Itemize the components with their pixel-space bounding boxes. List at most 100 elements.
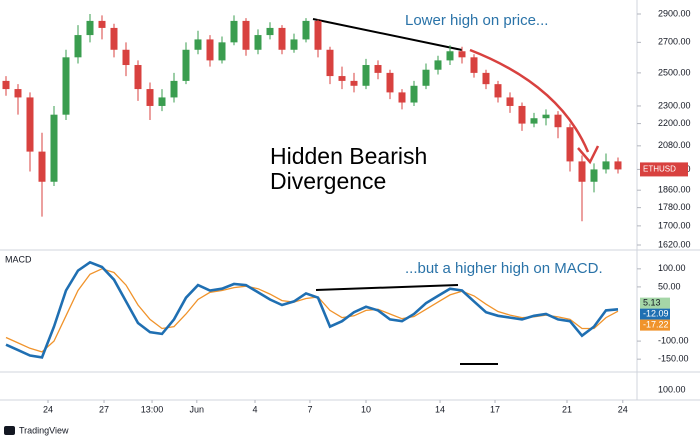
arrow	[469, 48, 590, 153]
y-tick-label: 100.00	[658, 384, 686, 394]
value-tag	[640, 319, 670, 331]
value-tag-label: -12.09	[643, 308, 669, 318]
candle-body	[518, 105, 526, 124]
candle-body	[26, 97, 34, 152]
candle-body	[194, 39, 202, 50]
candle-body	[302, 20, 310, 40]
candle-body	[14, 89, 22, 98]
y-tick-label: 1860.00	[658, 185, 691, 195]
x-tick-label: 17	[490, 404, 500, 414]
price-tag	[640, 162, 688, 177]
x-tick-label: 24	[43, 404, 53, 414]
candle-body	[374, 65, 382, 73]
x-tick-label: Jun	[190, 404, 205, 414]
candle-body	[530, 118, 538, 124]
y-tick-label: 2200.00	[658, 118, 691, 128]
candle-body	[38, 151, 46, 182]
candle-body	[590, 169, 598, 182]
macd-line	[5, 268, 619, 353]
candle-body	[146, 89, 154, 106]
y-tick-label: 50.00	[658, 281, 681, 291]
candle-body	[74, 35, 82, 58]
candle-body	[578, 161, 586, 182]
candle-body	[446, 51, 454, 61]
candle-body	[62, 57, 70, 115]
panel-title: MACD	[5, 254, 32, 264]
y-tick-label: 2900.00	[658, 8, 691, 18]
candle-body	[410, 85, 418, 103]
candle-body	[470, 57, 478, 73]
arrow-head	[577, 145, 600, 165]
y-tick-label: 2500.00	[658, 67, 691, 77]
x-tick-label: 4	[252, 404, 257, 414]
y-tick-label: 1700.00	[658, 220, 691, 230]
annotation: Lower high on price...	[405, 12, 548, 29]
candle-body	[50, 114, 58, 182]
x-tick-label: 14	[435, 404, 445, 414]
candle-body	[542, 114, 550, 119]
candle-body	[494, 84, 502, 98]
candle-body	[98, 20, 106, 28]
candle-body	[554, 114, 562, 128]
candle-body	[482, 72, 490, 85]
logo	[4, 426, 15, 435]
x-tick-label: 24	[618, 404, 628, 414]
candle-body	[230, 20, 238, 43]
candle-body	[602, 161, 610, 170]
annotation: ...but a higher high on MACD.	[405, 260, 603, 277]
y-tick-label: 2300.00	[658, 100, 691, 110]
x-tick-label: 21	[562, 404, 572, 414]
candle-body	[614, 161, 622, 170]
y-tick-label: -150.00	[658, 354, 689, 364]
candle-body	[278, 27, 286, 50]
candle-body	[242, 20, 250, 50]
candle-body	[266, 27, 274, 36]
candle-body	[158, 97, 166, 106]
candle-body	[506, 97, 514, 106]
candle-body	[422, 69, 430, 86]
y-tick-label: -100.00	[658, 335, 689, 345]
candle-body	[350, 80, 358, 86]
candle-body	[86, 20, 94, 36]
annotation: Hidden Bearish	[270, 143, 427, 169]
candle-body	[218, 42, 226, 61]
value-tag-label: -17.22	[643, 319, 669, 329]
y-tick-label: 100.00	[658, 263, 686, 273]
candle-body	[2, 80, 10, 90]
candle-body	[122, 49, 130, 66]
candle-body	[134, 65, 142, 90]
candle-body	[326, 49, 334, 77]
x-tick-label: 10	[361, 404, 371, 414]
candle-body	[566, 127, 574, 162]
macd-line	[5, 260, 619, 359]
x-tick-label: 7	[307, 404, 312, 414]
value-tag	[640, 308, 670, 320]
y-tick-label: 2080.00	[658, 140, 691, 150]
candle-body	[110, 27, 118, 50]
candle-body	[254, 35, 262, 50]
candle-body	[290, 39, 298, 50]
annotation: Divergence	[270, 168, 386, 194]
candle-body	[434, 60, 442, 70]
candle-body	[386, 72, 394, 93]
y-tick-label: 1620.00	[658, 239, 691, 249]
divergence-line	[315, 284, 459, 291]
candle-body	[398, 92, 406, 103]
candle-body	[338, 76, 346, 81]
candle-body	[206, 39, 214, 61]
divergence-line	[312, 18, 463, 51]
candle-body	[182, 49, 190, 81]
value-tag	[640, 297, 670, 309]
x-tick-label: 13:00	[141, 404, 164, 414]
brand: TradingView	[19, 425, 69, 435]
value-tag-label: 5.13	[643, 297, 661, 307]
candle-body	[458, 51, 466, 58]
candle-body	[170, 80, 178, 98]
candle-body	[314, 20, 322, 50]
symbol-label: ETHUSD	[643, 165, 676, 174]
x-tick-label: 27	[99, 404, 109, 414]
y-tick-label: 1780.00	[658, 202, 691, 212]
candle-body	[362, 65, 370, 86]
